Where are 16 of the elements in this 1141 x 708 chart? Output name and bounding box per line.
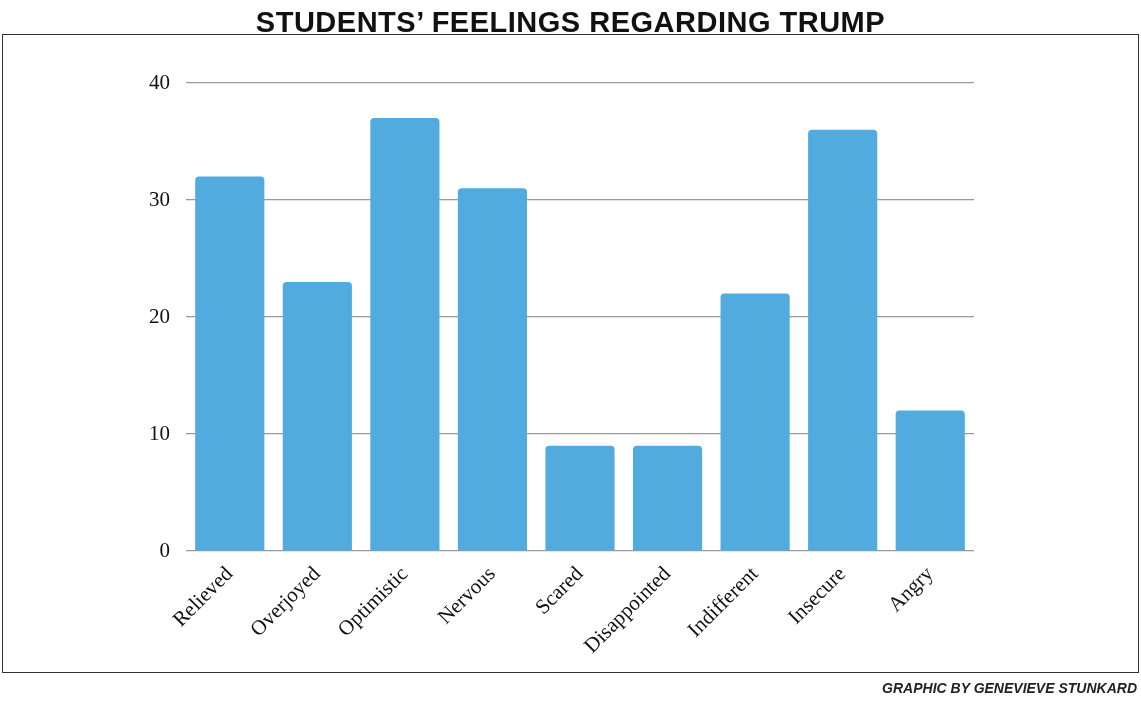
bar	[808, 129, 878, 551]
y-tick-label: 30	[149, 186, 170, 211]
bar	[195, 176, 265, 551]
bar	[720, 293, 790, 551]
y-tick-label: 20	[149, 303, 170, 328]
bar	[457, 188, 528, 551]
bar	[282, 281, 352, 551]
bar	[632, 445, 703, 551]
y-tick-label: 40	[149, 69, 170, 94]
y-tick-label: 0	[159, 537, 170, 562]
chart-title: STUDENTS’ FEELINGS REGARDING TRUMP	[254, 6, 887, 39]
bar	[370, 118, 440, 551]
bar	[895, 410, 965, 551]
bar	[545, 445, 615, 551]
text: GRAPHIC BY GENEVIEVE STUNKARD	[882, 680, 1137, 696]
y-tick-label: 10	[149, 420, 170, 445]
